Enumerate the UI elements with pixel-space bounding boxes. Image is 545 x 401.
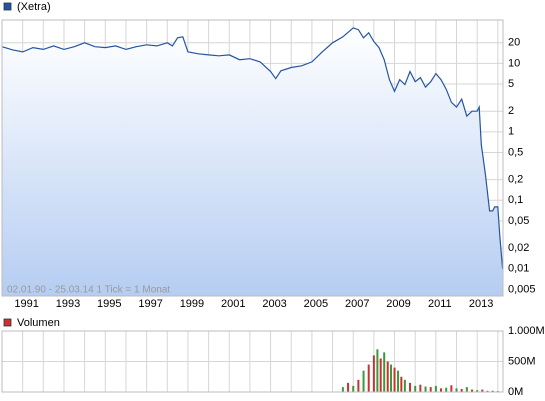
x-tick-label: 2013	[469, 298, 493, 310]
volume-bar	[424, 386, 427, 392]
volume-bar	[400, 376, 403, 392]
plot-frame	[1, 19, 504, 297]
x-tick-label: 1999	[180, 298, 204, 310]
volume-bar	[367, 364, 370, 392]
x-tick-label: 2007	[345, 298, 369, 310]
x-tick-label: 2003	[262, 298, 286, 310]
y-tick-label: 0,1	[508, 194, 523, 206]
volume-bar	[491, 390, 494, 392]
y-tick-label: 1	[508, 126, 514, 138]
y-tick-label: 2	[508, 105, 514, 117]
volume-bar	[429, 387, 432, 392]
x-tick-label: 2001	[221, 298, 245, 310]
volume-bar	[414, 385, 417, 392]
y-tick-label: 1.000M	[508, 325, 545, 337]
y-tick-label: 0,2	[508, 174, 523, 186]
volume-bar	[409, 382, 412, 392]
x-tick-label: 2009	[386, 298, 410, 310]
volume-bar	[362, 370, 365, 392]
volume-bar	[357, 379, 360, 392]
y-tick-label: 20	[508, 37, 520, 49]
legend-swatch	[3, 2, 12, 11]
volume-bar	[372, 355, 375, 392]
y-tick-label: 0M	[508, 386, 523, 398]
volume-bar	[390, 364, 393, 392]
volume-bar	[383, 352, 386, 392]
volume-bar	[460, 388, 463, 392]
volume-bar	[455, 388, 458, 392]
x-tick-label: 1993	[56, 298, 80, 310]
volume-bar	[341, 387, 344, 392]
price-line	[1, 27, 504, 269]
volume-bar	[471, 389, 474, 392]
y-tick-label: 0,5	[508, 146, 523, 158]
y-tick-label: 500M	[508, 355, 536, 367]
volume-bar	[440, 388, 443, 392]
x-tick-label: 2005	[304, 298, 328, 310]
volume-bar	[419, 384, 422, 392]
x-tick-label: 2011	[428, 298, 452, 310]
caption: 02.01.90 - 25.03.14 1 Tick = 1 Monat	[7, 285, 170, 296]
legend-label: (Xetra)	[17, 1, 51, 13]
x-tick-label: 1991	[14, 298, 38, 310]
y-tick-label: 0,005	[508, 283, 536, 295]
volume-bar	[347, 382, 350, 392]
price-panel: 20 10 5 2 1 0,5 0,2 0,1 0,05 0,02 0,01 0,005 (Xetra)…	[1, 1, 536, 310]
volume-bar	[393, 367, 396, 392]
x-tick-label: 1995	[97, 298, 121, 310]
volume-bar	[476, 390, 479, 392]
volume-bar	[376, 349, 379, 392]
volume-bar	[352, 385, 355, 392]
volume-bar	[481, 389, 484, 392]
price-area	[2, 27, 503, 297]
x-tick-label: 1997	[138, 298, 162, 310]
legend-label: Volumen	[17, 317, 60, 329]
y-tick-label: 0,01	[508, 263, 529, 275]
y-tick-label: 5	[508, 78, 514, 90]
volume-bar	[379, 358, 382, 392]
y-tick-label: 0,05	[508, 215, 529, 227]
volume-bar	[434, 385, 437, 392]
volume-bar	[450, 385, 453, 392]
y-tick-label: 0,02	[508, 242, 529, 254]
volume-bar	[397, 370, 400, 392]
volume-bar	[386, 361, 389, 392]
plot-frame	[1, 330, 504, 393]
volume-bar	[445, 387, 448, 392]
volume-bar	[465, 387, 468, 392]
volume-bar	[403, 379, 406, 392]
y-tick-label: 10	[508, 57, 520, 69]
volume-bar	[486, 390, 489, 392]
volume-panel: 0M 500M 1.000M Volumen	[1, 317, 545, 398]
legend-swatch	[3, 318, 12, 327]
